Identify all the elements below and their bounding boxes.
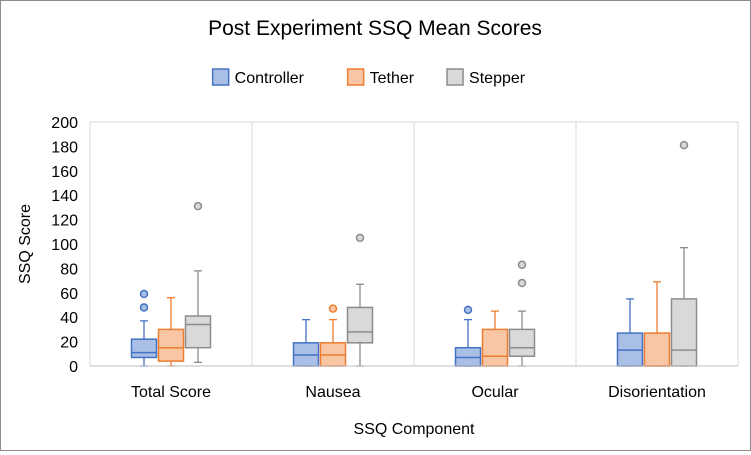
box-controller [130, 289, 158, 367]
x-axis-title: SSQ Component [354, 421, 476, 438]
box-stepper [670, 140, 698, 367]
y-axis-title: SSQ Score [17, 204, 34, 284]
chart-title: Post Experiment SSQ Mean Scores [208, 17, 542, 40]
legend-swatch [346, 68, 365, 86]
legend-item-tether: Tether [346, 68, 415, 87]
outlier-point [355, 233, 365, 243]
y-tick-label: 0 [69, 359, 78, 376]
y-tick-label: 80 [60, 261, 78, 278]
box-tether [157, 297, 185, 367]
legend-item-controller: Controller [211, 68, 305, 87]
box-body [670, 298, 698, 367]
y-tick-label: 100 [51, 237, 78, 254]
outlier-point [139, 289, 149, 299]
box-tether [481, 310, 509, 367]
box-tether [643, 281, 671, 367]
y-tick-label: 60 [60, 286, 78, 303]
box-tether [319, 304, 347, 367]
legend-label: Stepper [469, 70, 526, 87]
box-controller [292, 318, 320, 367]
box-body [157, 328, 185, 362]
legend: Controller Tether Stepper [211, 68, 526, 87]
box-body [130, 338, 158, 359]
y-tick-label: 180 [51, 139, 78, 156]
outlier-point [679, 140, 689, 150]
outlier-point [328, 304, 338, 313]
outlier-point [517, 260, 527, 269]
x-category-label: Disorientation [608, 384, 706, 401]
y-tick-label: 200 [51, 115, 78, 132]
box-body [643, 332, 671, 367]
box-body [508, 328, 536, 357]
legend-item-stepper: Stepper [446, 68, 526, 87]
x-axis-labels: Total Score Nausea Ocular Disorientation [131, 384, 706, 401]
legend-label: Controller [235, 70, 305, 87]
legend-swatch [211, 68, 230, 86]
box-controller [454, 305, 482, 367]
y-tick-label: 120 [51, 213, 78, 230]
outlier-point [139, 303, 149, 312]
legend-label: Tether [370, 70, 415, 87]
box-stepper [508, 260, 536, 367]
y-tick-label: 140 [51, 188, 78, 205]
outlier-point [193, 201, 203, 211]
y-axis-ticks: 0 20 40 60 80 100 120 140 160 180 200 [51, 115, 78, 376]
box-body [184, 315, 212, 349]
legend-swatch [446, 68, 464, 86]
y-tick-label: 40 [60, 310, 78, 327]
x-category-label: Total Score [131, 384, 211, 401]
category-gridlines [251, 122, 577, 366]
box-body [346, 306, 374, 344]
box-stepper [184, 201, 212, 363]
x-category-label: Ocular [471, 384, 519, 401]
y-tick-label: 160 [51, 164, 78, 181]
box-stepper [346, 233, 374, 367]
y-tick-label: 20 [60, 335, 78, 352]
outlier-point [517, 278, 527, 288]
box-controller [616, 298, 644, 367]
x-category-label: Nausea [305, 384, 360, 401]
outlier-point [463, 305, 473, 315]
box-body [481, 328, 509, 367]
